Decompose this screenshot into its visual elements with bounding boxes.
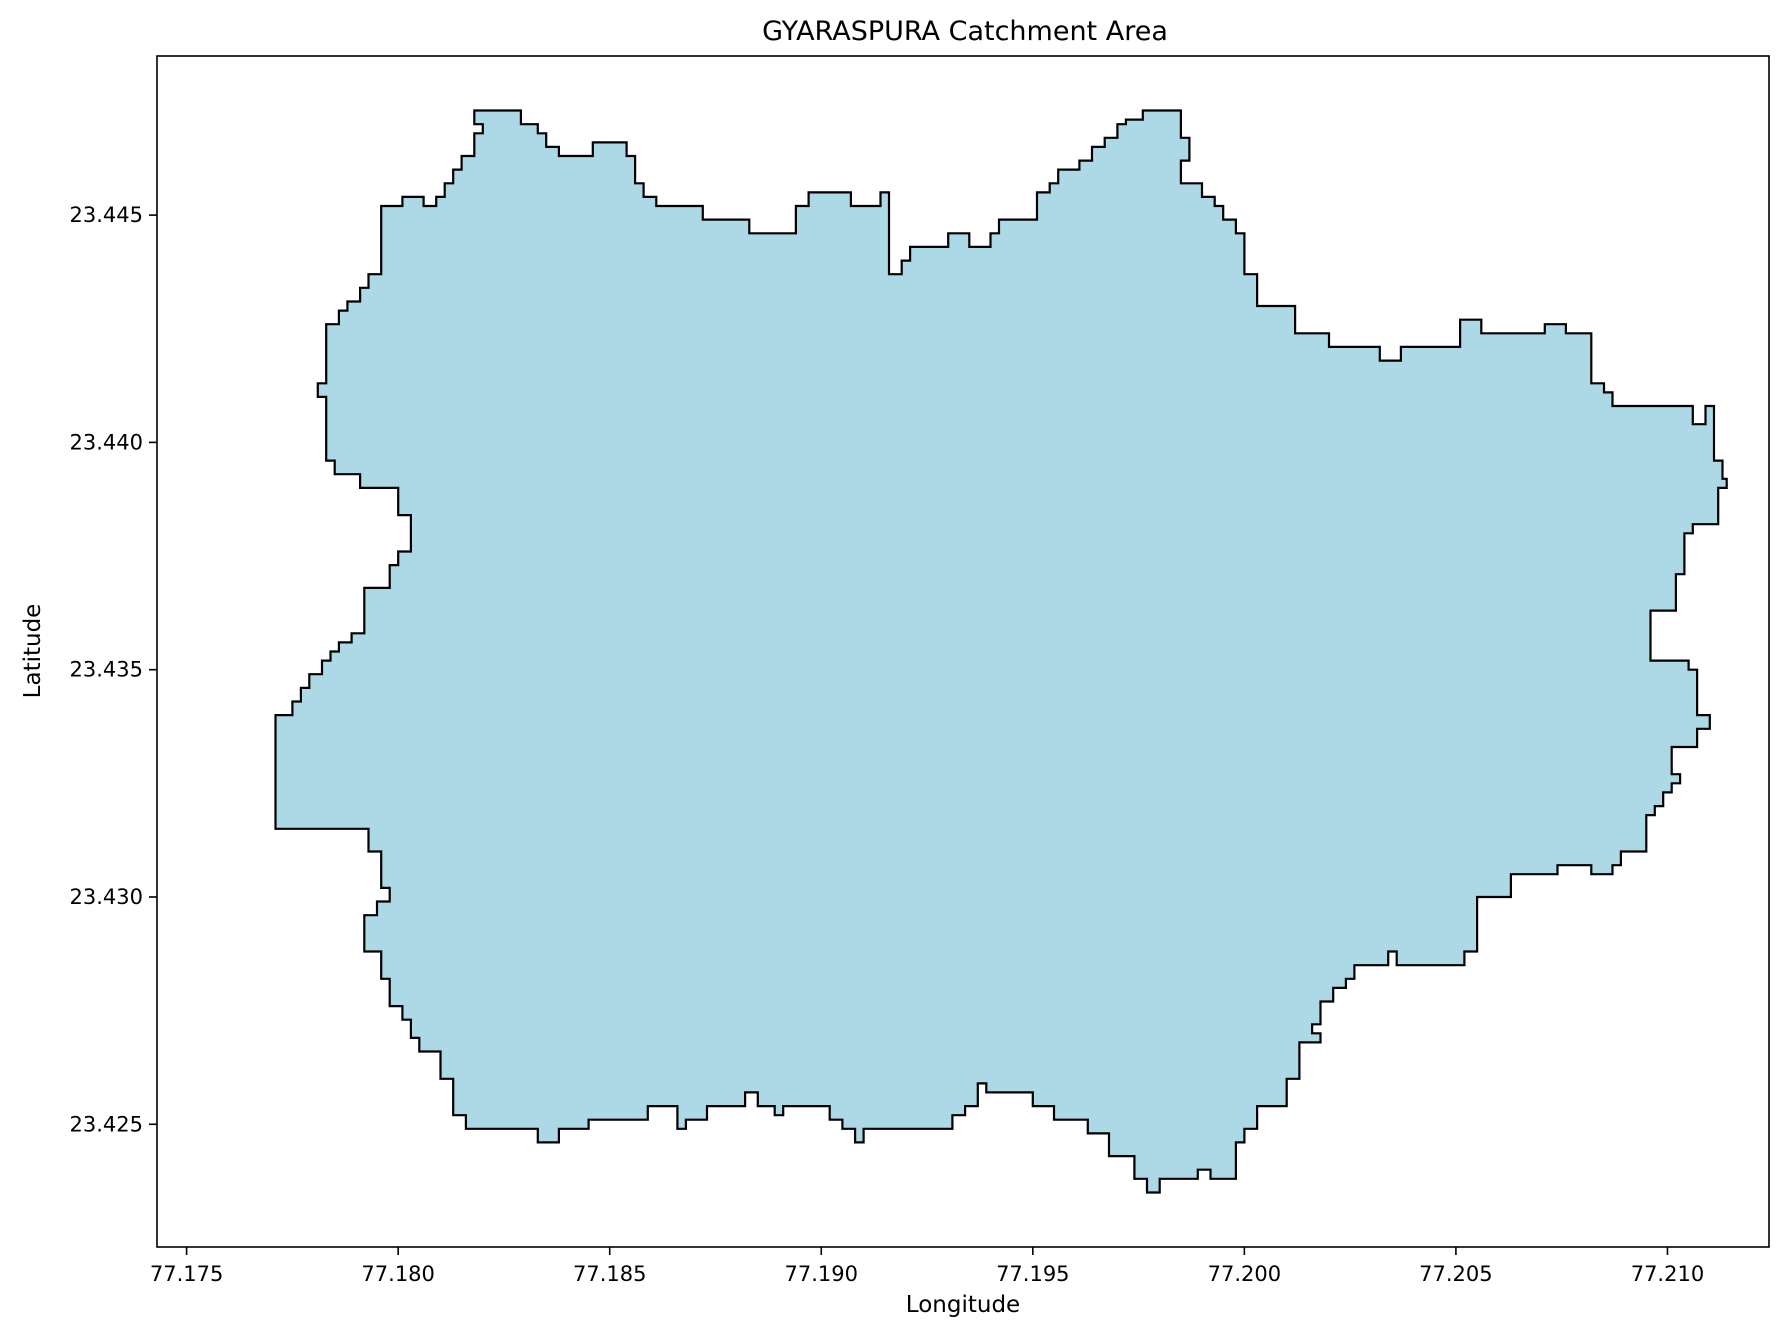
y-axis-label: Latitude	[20, 604, 46, 699]
y-tick-label: 23.430	[70, 885, 143, 909]
y-axis: 23.425 23.430 23.435 23.440 23.445	[70, 203, 157, 1136]
plot-frame	[156, 55, 1770, 1248]
x-tick-label: 77.200	[1208, 1262, 1281, 1286]
y-tick-label: 23.440	[70, 430, 143, 454]
x-tick-label: 77.175	[150, 1262, 223, 1286]
x-tick-label: 77.195	[996, 1262, 1069, 1286]
x-axis-label: Longitude	[906, 1292, 1020, 1318]
x-tick-label: 77.185	[573, 1262, 646, 1286]
x-tick-label: 77.205	[1419, 1262, 1492, 1286]
map-title: GYARASPURA Catchment Area	[762, 16, 1168, 47]
y-tick-label: 23.445	[70, 203, 143, 227]
x-tick-label: 77.180	[361, 1262, 434, 1286]
y-tick-label: 23.435	[70, 658, 143, 682]
x-tick-label: 77.210	[1631, 1262, 1704, 1286]
y-tick-label: 23.425	[70, 1112, 143, 1136]
catchment-area-polygon	[274, 109, 1728, 1194]
x-tick-label: 77.190	[785, 1262, 858, 1286]
x-axis: 77.175 77.180 77.185 77.190 77.195 77.200 77.2…	[150, 1247, 1704, 1286]
plot-area	[274, 109, 1728, 1194]
